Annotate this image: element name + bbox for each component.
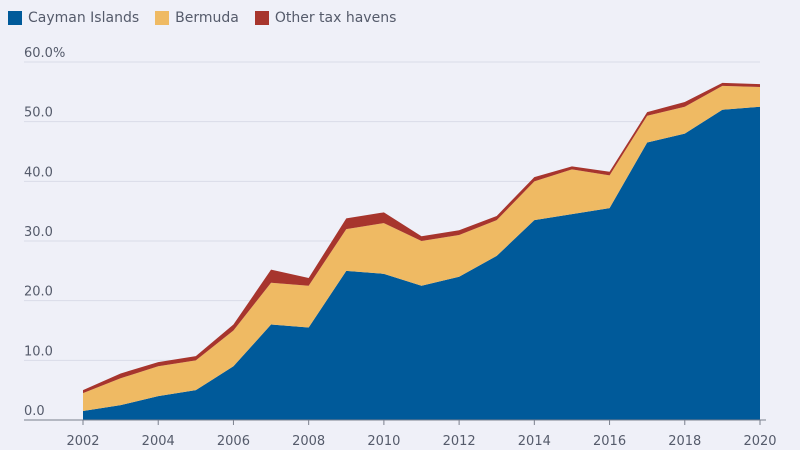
y-tick-label: 50.0 bbox=[24, 106, 53, 121]
legend: Cayman Islands Bermuda Other tax havens bbox=[8, 10, 396, 26]
y-tick-label: 60.0% bbox=[24, 46, 65, 61]
area-series-0 bbox=[83, 106, 760, 420]
legend-label-other: Other tax havens bbox=[274, 10, 397, 26]
x-tick-label: 2004 bbox=[142, 434, 175, 449]
y-tick-label: 20.0 bbox=[24, 285, 53, 300]
x-tick-label: 2020 bbox=[743, 434, 776, 449]
area-series-2 bbox=[83, 82, 760, 394]
area-series-1 bbox=[83, 85, 760, 412]
y-tick-label: 40.0 bbox=[24, 165, 53, 180]
x-tick-label: 2014 bbox=[518, 434, 551, 449]
x-tick-label: 2016 bbox=[593, 434, 626, 449]
legend-item-bermuda: Bermuda bbox=[155, 10, 239, 26]
y-tick-label: 30.0 bbox=[24, 225, 53, 240]
legend-item-other: Other tax havens bbox=[254, 10, 397, 26]
y-tick-label: 0.0 bbox=[24, 404, 45, 419]
x-tick-label: 2002 bbox=[66, 434, 99, 449]
legend-swatch-cayman bbox=[8, 11, 22, 25]
x-tick-label: 2012 bbox=[443, 434, 476, 449]
x-tick-label: 2008 bbox=[292, 434, 325, 449]
y-tick-label: 10.0 bbox=[24, 344, 53, 359]
legend-swatch-bermuda bbox=[155, 11, 170, 25]
x-tick-label: 2006 bbox=[217, 434, 250, 449]
legend-swatch-other bbox=[254, 11, 269, 25]
legend-label-bermuda: Bermuda bbox=[175, 10, 239, 26]
x-tick-label: 2010 bbox=[367, 434, 400, 449]
x-tick-label: 2018 bbox=[668, 434, 701, 449]
legend-label-cayman: Cayman Islands bbox=[28, 10, 140, 26]
legend-item-cayman: Cayman Islands bbox=[8, 10, 139, 26]
